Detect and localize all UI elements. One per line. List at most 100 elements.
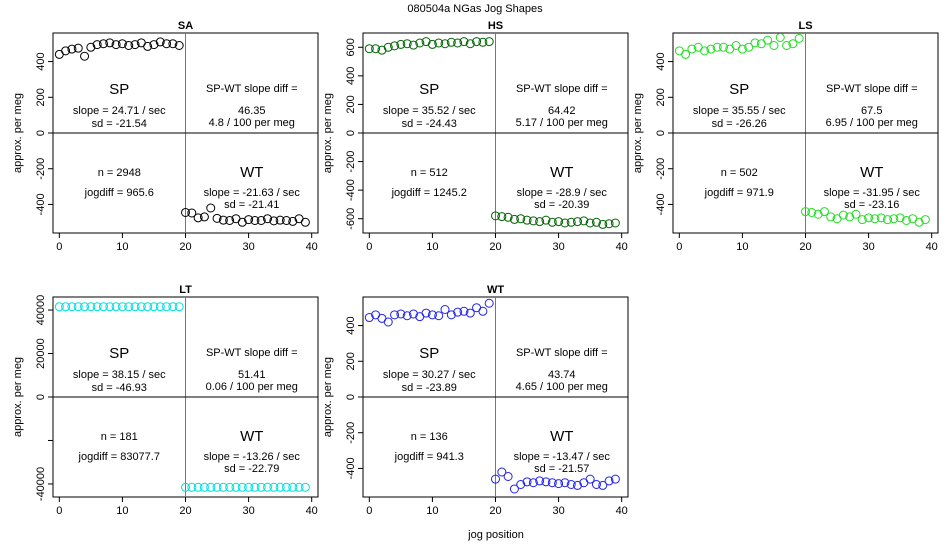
- x-tick-label: 0: [56, 505, 62, 517]
- data-point: [54, 302, 64, 312]
- data-point: [440, 305, 450, 314]
- data-point: [162, 302, 172, 312]
- data-point: [231, 482, 241, 492]
- data-point: [300, 217, 310, 227]
- x-tick-label: 40: [616, 241, 628, 253]
- y-axis-label: approx. per meg: [322, 93, 334, 173]
- data-point: [174, 41, 184, 50]
- data-point: [269, 482, 279, 492]
- panel-title: HS: [488, 20, 503, 32]
- panel-title: LT: [179, 284, 192, 296]
- slope-diff-value: 43.74: [548, 369, 576, 381]
- data-point: [610, 218, 620, 228]
- data-point: [61, 46, 71, 56]
- y-tick-label: 0: [35, 394, 47, 400]
- data-point: [149, 40, 159, 50]
- data-point: [744, 42, 754, 52]
- x-tick-label: 30: [862, 241, 874, 253]
- data-point: [402, 311, 412, 321]
- wt-slope: slope = -21.63 / sec: [204, 187, 301, 199]
- data-point: [446, 310, 456, 320]
- sp-sd: sd = -23.89: [402, 382, 457, 394]
- y-axis-label: approx. per meg: [322, 357, 334, 437]
- sp-label: SP: [109, 81, 129, 98]
- data-point: [124, 302, 134, 312]
- data-point: [687, 44, 697, 54]
- x-tick-label: 40: [306, 241, 318, 253]
- data-point: [712, 42, 722, 52]
- data-point: [162, 39, 172, 49]
- data-point: [560, 478, 570, 488]
- x-tick-label: 0: [676, 241, 682, 253]
- panel-title: WT: [487, 284, 504, 296]
- data-point: [566, 480, 576, 489]
- data-point: [706, 44, 716, 54]
- data-point: [491, 474, 500, 484]
- y-tick-label: 200: [345, 352, 357, 370]
- data-point: [408, 40, 418, 50]
- data-point: [497, 212, 507, 222]
- data-point: [237, 217, 247, 227]
- data-point: [130, 40, 140, 50]
- data-point: [117, 302, 127, 312]
- data-point: [263, 482, 273, 492]
- panel-ls: LS 0 10 20 30 40 -400 -200 0 200 400 approx. per me…: [632, 20, 939, 253]
- sp-slope: slope = 24.71 / sec: [73, 105, 166, 117]
- data-point: [281, 482, 291, 492]
- data-point: [149, 302, 159, 312]
- data-point: [845, 212, 855, 222]
- slope-diff-per-meg: 0.06 / 100 per meg: [206, 381, 298, 393]
- y-tick-label: 600: [345, 38, 357, 56]
- n-count: n = 2948: [98, 167, 141, 179]
- data-point: [111, 40, 121, 50]
- data-point: [478, 37, 488, 47]
- data-point: [174, 302, 184, 312]
- data-point: [870, 214, 880, 224]
- wt-sd: sd = -21.41: [224, 199, 279, 211]
- n-count: n = 136: [411, 431, 448, 443]
- slope-diff-per-meg: 5.17 / 100 per meg: [516, 117, 608, 129]
- y-tick-label: 400: [345, 67, 357, 85]
- data-point: [604, 476, 614, 486]
- data-point: [598, 219, 608, 229]
- data-point: [541, 215, 551, 225]
- data-point: [364, 313, 374, 323]
- slope-diff-label: SP-WT slope diff =: [516, 83, 608, 95]
- y-axis-label: approx. per meg: [12, 93, 24, 173]
- data-point: [250, 482, 260, 492]
- y-tick-label: 400: [345, 316, 357, 334]
- x-tick-label: 0: [366, 241, 372, 253]
- jogdiff: jogdiff = 965.6: [84, 187, 154, 199]
- data-point: [801, 207, 810, 217]
- jogdiff: jogdiff = 1245.2: [391, 187, 467, 199]
- data-point: [408, 309, 418, 319]
- x-tick-label: 20: [799, 241, 811, 253]
- data-point: [718, 42, 728, 52]
- sp-sd: sd = -21.54: [92, 118, 147, 130]
- data-point: [383, 317, 393, 327]
- data-point: [250, 216, 260, 225]
- y-tick-label: 0: [35, 130, 47, 136]
- data-point: [610, 474, 620, 484]
- data-point: [516, 480, 526, 489]
- x-tick-label: 20: [179, 505, 191, 517]
- y-axis-label: approx. per meg: [12, 357, 24, 437]
- data-point: [212, 213, 222, 223]
- data-point: [105, 38, 115, 48]
- data-point: [98, 302, 108, 312]
- data-point: [566, 217, 576, 227]
- sp-sd: sd = -26.26: [712, 118, 767, 130]
- data-point: [681, 49, 691, 59]
- data-point: [212, 482, 222, 492]
- panel-lt: LT 0 10 20 30 40 -40000 0 20000 40000 approx. per …: [12, 284, 319, 517]
- sp-slope: slope = 35.52 / sec: [383, 105, 476, 117]
- data-point: [288, 216, 298, 226]
- data-point: [377, 45, 387, 55]
- page-title: 080504a NGas Jog Shapes: [407, 3, 543, 15]
- wt-slope: slope = -13.47 / sec: [514, 451, 611, 463]
- slope-diff-per-meg: 4.65 / 100 per meg: [516, 381, 608, 393]
- x-tick-label: 10: [736, 241, 748, 253]
- x-tick-label: 40: [926, 241, 938, 253]
- data-point: [155, 37, 165, 47]
